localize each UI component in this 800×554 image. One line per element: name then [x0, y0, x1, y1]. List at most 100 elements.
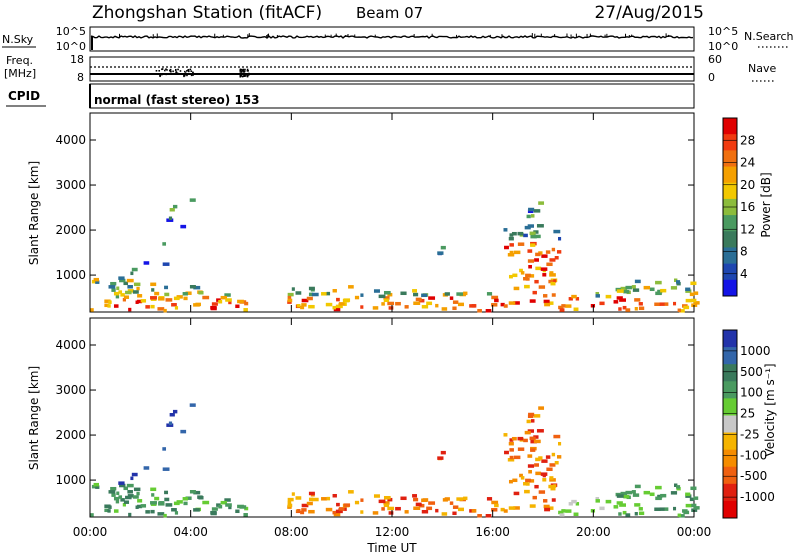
velocity-cell	[549, 463, 556, 467]
velocity-cell	[125, 495, 132, 500]
power-cell	[297, 304, 301, 308]
velocity-cell	[108, 490, 116, 494]
nsky-label: N.Sky	[2, 33, 34, 46]
power-cell	[189, 198, 196, 202]
power-cell	[625, 308, 631, 312]
velocity-cell	[326, 496, 331, 501]
freq-dot	[164, 69, 166, 72]
colorbar-tick-label: -1000	[740, 490, 775, 504]
power-cell	[332, 305, 337, 310]
velocity-cell	[513, 506, 520, 510]
power-cell	[130, 271, 134, 276]
freq-dot	[190, 70, 193, 72]
power-cell	[428, 296, 436, 300]
velocity-cell	[657, 494, 663, 499]
velocity-cell	[605, 499, 612, 504]
power-cell	[549, 273, 556, 277]
power-cell	[616, 296, 623, 300]
velocity-cell	[533, 414, 541, 418]
velocity-cell	[477, 514, 482, 518]
velocity-cell	[548, 484, 555, 489]
velocity-cell	[287, 503, 293, 508]
power-cell	[306, 296, 313, 301]
power-cell	[189, 284, 196, 289]
power-cell	[210, 306, 217, 311]
power-cell	[540, 267, 548, 271]
velocity-cell	[677, 513, 681, 518]
power-cell	[507, 253, 515, 257]
freq-dot	[168, 69, 171, 72]
power-cell	[664, 302, 669, 306]
velocity-cell	[529, 504, 536, 508]
colorbar-swatch	[723, 247, 737, 265]
freq-dot	[159, 75, 161, 78]
freq-dot	[239, 75, 242, 78]
power-cell	[343, 298, 351, 302]
power-cell	[530, 234, 537, 239]
power-cell	[529, 231, 536, 236]
velocity-cell	[381, 507, 385, 511]
velocity-cell	[512, 478, 518, 483]
freq-dot	[183, 74, 186, 77]
power-cell	[441, 307, 448, 311]
velocity-cell	[224, 498, 231, 502]
power-cell	[519, 268, 523, 273]
velocity-cell	[616, 494, 624, 498]
nave-tick-bottom: 0	[708, 71, 715, 84]
power-cell	[95, 280, 100, 284]
velocity-cell	[538, 406, 545, 410]
power-cell	[154, 291, 160, 296]
velocity-cell	[634, 511, 638, 516]
freq-dot	[192, 74, 194, 76]
velocity-cell	[674, 483, 678, 487]
power-cell	[158, 297, 165, 301]
cpid-label: CPID	[8, 89, 40, 103]
velocity-cell	[573, 512, 579, 517]
freq-dot	[242, 72, 245, 75]
colorbar-swatch	[723, 279, 737, 297]
power-cell	[145, 305, 150, 309]
freq-dot	[242, 70, 245, 73]
freq-dot	[243, 75, 246, 77]
power-cell	[110, 281, 117, 286]
velocity-cell	[526, 419, 531, 424]
velocity-cell	[664, 507, 669, 511]
power-cell	[90, 308, 94, 312]
station-title: Zhongshan Station (fitACF)	[92, 3, 322, 23]
velocity-cell	[130, 476, 134, 481]
velocity-cell	[538, 490, 546, 494]
velocity-cell	[343, 503, 351, 507]
velocity-cell	[218, 504, 223, 509]
velocity-cell	[128, 512, 132, 517]
velocity-cell	[528, 469, 532, 474]
velocity-cell	[308, 497, 314, 502]
velocity-cell	[554, 461, 559, 465]
velocity-cell	[523, 481, 528, 486]
power-cell	[512, 273, 518, 278]
velocity-cell	[297, 509, 301, 513]
freq-dot	[165, 68, 167, 70]
x-tick-label: 04:00	[173, 525, 208, 539]
velocity-cell	[220, 500, 228, 505]
power-cell	[163, 308, 167, 313]
power-cell	[689, 292, 695, 297]
velocity-cell	[532, 495, 537, 500]
colorbar-swatch	[723, 483, 737, 502]
power-cell	[295, 291, 302, 295]
velocity-cell	[693, 506, 700, 510]
power-cell	[202, 295, 210, 300]
power-cell	[625, 285, 633, 290]
velocity-cell	[456, 497, 464, 501]
freq-dot	[166, 69, 168, 71]
power-cell	[534, 279, 539, 284]
power-cell	[530, 214, 535, 218]
velocity-cell	[485, 514, 492, 518]
freq-dot	[159, 74, 161, 76]
freq-dot	[239, 72, 242, 74]
power-cell	[553, 279, 557, 283]
power-cell	[136, 286, 140, 291]
velocity-cell	[634, 484, 641, 489]
velocity-cell	[123, 500, 130, 504]
power-cell	[634, 298, 641, 302]
velocity-cell	[164, 490, 169, 495]
